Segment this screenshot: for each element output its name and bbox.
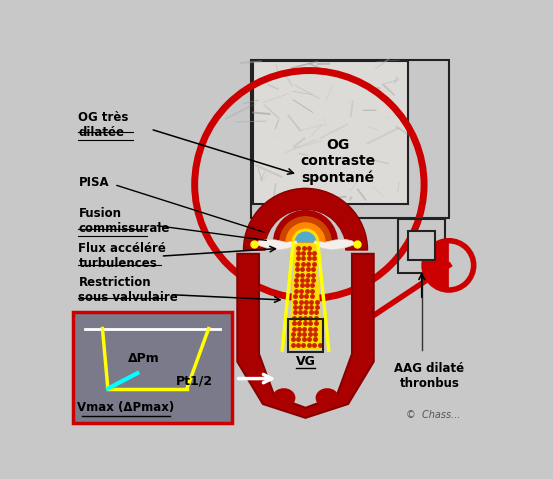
- Text: Flux accéléré
turbulences: Flux accéléré turbulences: [79, 242, 166, 270]
- Polygon shape: [315, 241, 351, 249]
- Bar: [408, 231, 435, 260]
- Wedge shape: [291, 228, 320, 242]
- Ellipse shape: [316, 388, 339, 408]
- Bar: [289, 319, 322, 352]
- Text: OG très
dilatée: OG très dilatée: [79, 111, 129, 139]
- Wedge shape: [424, 241, 449, 290]
- Wedge shape: [279, 216, 332, 242]
- Text: Vmax (ΔPmax): Vmax (ΔPmax): [77, 401, 174, 414]
- Bar: [399, 219, 445, 273]
- Text: ΔPm: ΔPm: [128, 352, 160, 365]
- Polygon shape: [237, 254, 374, 418]
- Wedge shape: [265, 210, 346, 250]
- Polygon shape: [260, 241, 296, 249]
- Bar: [253, 61, 408, 204]
- Text: OG
contraste
spontané: OG contraste spontané: [300, 137, 375, 184]
- Wedge shape: [285, 222, 326, 242]
- Text: Fusion
commissurale: Fusion commissurale: [79, 207, 170, 236]
- Text: Restriction
sous valvulaire: Restriction sous valvulaire: [79, 276, 178, 304]
- Bar: [251, 60, 449, 217]
- Polygon shape: [289, 244, 322, 350]
- Wedge shape: [273, 210, 338, 242]
- Text: VG: VG: [295, 355, 315, 368]
- Ellipse shape: [272, 388, 295, 408]
- Text: AAG dilaté
thronbus: AAG dilaté thronbus: [394, 362, 465, 389]
- Wedge shape: [295, 231, 316, 242]
- Polygon shape: [255, 239, 298, 250]
- Text: ©  Chass...: © Chass...: [406, 410, 461, 420]
- Text: PISA: PISA: [79, 176, 109, 190]
- Polygon shape: [313, 239, 356, 250]
- Text: Pt1/2: Pt1/2: [176, 375, 213, 388]
- Wedge shape: [243, 188, 368, 250]
- Bar: [73, 311, 232, 423]
